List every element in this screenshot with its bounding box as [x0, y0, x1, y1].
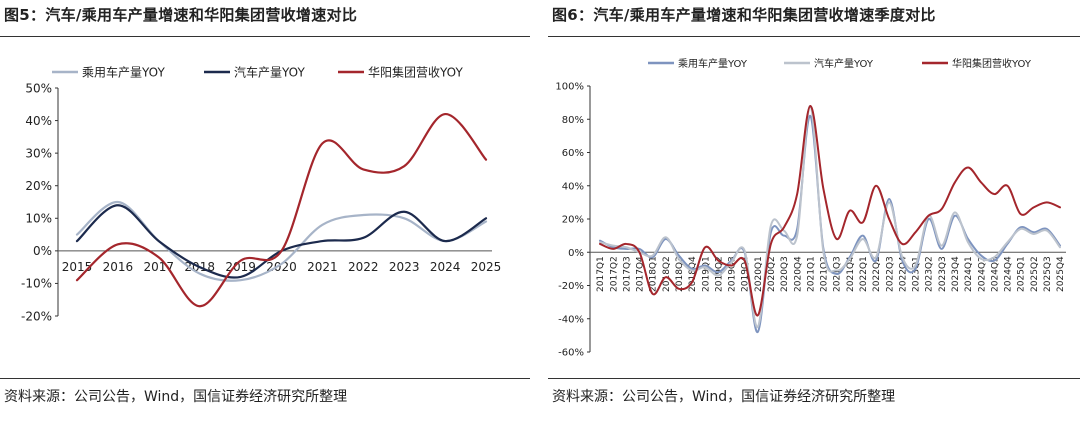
x-tick-label: 2023Q2 — [925, 256, 935, 292]
y-tick-label: 100% — [555, 82, 584, 93]
figure-5-bottom-rule — [0, 378, 530, 379]
y-tick-label: 20% — [25, 179, 52, 193]
legend-item-1: 乘用车产量YOY — [52, 65, 165, 80]
x-tick-label: 2018Q1 — [649, 256, 659, 292]
x-tick-label: 2023Q3 — [938, 256, 948, 292]
figure-6-panel: 图6：汽车/乘用车产量增速和华阳集团营收增速季度对比 100% 80% 60% 40%… — [548, 0, 1080, 422]
x-tick-label: 2024Q3 — [990, 256, 1000, 292]
x-tick-label: 2024Q1 — [964, 256, 974, 292]
y-tick-label: 0% — [568, 248, 584, 259]
y-tick-label: 80% — [562, 115, 584, 126]
x-tick-label: 2020Q4 — [793, 256, 803, 292]
y-tick-label: 30% — [25, 146, 52, 160]
y-tick-label: 40% — [25, 114, 52, 128]
x-tick-label: 2022 — [348, 260, 379, 274]
x-tick-label: 2024Q2 — [977, 256, 987, 292]
figure-5-title: 图5：汽车/乘用车产量增速和华阳集团营收增速对比 — [4, 6, 358, 24]
x-tick-label: 2020Q1 — [754, 256, 764, 292]
y-tick-label: 10% — [25, 212, 52, 226]
x-tick-label: 2021Q1 — [806, 256, 816, 292]
x-tick-label: 2017 — [144, 260, 175, 274]
x-tick-label: 2019Q4 — [741, 256, 751, 292]
figure-5-panel: 图5：汽车/乘用车产量增速和华阳集团营收增速对比 50% 40% 30% 20% 10%… — [0, 0, 530, 422]
x-tick-label: 2024Q4 — [1004, 256, 1014, 292]
x-tick-label: 2024 — [430, 260, 461, 274]
series-line-3 — [599, 104, 1061, 317]
series-line-3 — [75, 112, 488, 308]
legend-label: 乘用车产量YOY — [82, 65, 165, 80]
y-tick-label: 20% — [562, 215, 584, 226]
legend-item-2: 汽车产量YOY — [204, 65, 305, 80]
x-tick-label: 2018Q3 — [675, 256, 685, 292]
legend-item-3: 华阳集团营收YOY — [922, 57, 1032, 70]
y-tick-label: -20% — [558, 281, 584, 292]
legend-label: 华阳集团营收YOY — [952, 57, 1032, 70]
x-tick-label: 2025Q2 — [1030, 256, 1040, 292]
y-tick-label: -20% — [21, 309, 52, 323]
y-tick-label: -10% — [21, 277, 52, 291]
x-tick-label: 2017Q4 — [636, 256, 646, 292]
figure-6-top-rule — [548, 36, 1080, 37]
y-tick-label: 0% — [33, 244, 52, 258]
figure-5-source: 资料来源：公司公告，Wind，国信证券经济研究所整理 — [4, 389, 348, 405]
x-tick-label: 2021 — [307, 260, 338, 274]
x-tick-label: 2020Q2 — [767, 256, 777, 292]
x-tick-label: 2021Q4 — [846, 256, 856, 292]
x-tick-label: 2023Q1 — [912, 256, 922, 292]
figure-5-chart: 50% 40% 30% 20% 10% 0% -10% -20% 2015 2016 2017 201… — [21, 65, 502, 324]
figure-6-bottom-rule — [548, 378, 1080, 379]
y-tick-label: -60% — [558, 348, 584, 359]
legend-item-2: 汽车产量YOY — [784, 57, 874, 70]
x-tick-label: 2021Q2 — [820, 256, 830, 292]
legend-label: 华阳集团营收YOY — [368, 65, 463, 80]
legend-item-1: 乘用车产量YOY — [648, 57, 748, 70]
x-tick-label: 2015 — [62, 260, 93, 274]
x-tick-label: 2018Q4 — [688, 256, 698, 292]
x-tick-label: 2018Q2 — [662, 256, 672, 292]
x-tick-label: 2019Q1 — [701, 256, 711, 292]
legend-item-3: 华阳集团营收YOY — [338, 65, 463, 80]
x-tick-label: 2025 — [471, 260, 502, 274]
x-tick-label: 2016 — [103, 260, 134, 274]
x-tick-label: 2017Q2 — [609, 256, 619, 292]
y-tick-label: 50% — [25, 81, 52, 95]
x-tick-label: 2025Q1 — [1017, 256, 1027, 292]
x-tick-label: 2020Q3 — [780, 256, 790, 292]
x-tick-label: 2019Q3 — [728, 256, 738, 292]
x-tick-label: 2020 — [266, 260, 297, 274]
series-line-2 — [599, 104, 1061, 329]
figure-5-top-rule — [0, 36, 530, 37]
y-tick-label: 40% — [562, 181, 584, 192]
x-tick-label: 2022Q2 — [872, 256, 882, 292]
figure-6-chart: 100%80%60%40%20%0%-20%-40%-60%2017Q1 2017… — [555, 57, 1066, 359]
x-tick-label: 2022Q3 — [885, 256, 895, 292]
x-tick-label: 2019 — [225, 260, 256, 274]
y-tick-label: 60% — [562, 148, 584, 159]
figure-6-title: 图6：汽车/乘用车产量增速和华阳集团营收增速季度对比 — [552, 6, 936, 24]
legend-label: 汽车产量YOY — [814, 57, 874, 70]
x-tick-label: 2022Q1 — [859, 256, 869, 292]
x-tick-label: 2025Q4 — [1056, 256, 1066, 292]
x-tick-label: 2017Q1 — [596, 256, 606, 292]
x-tick-label: 2023Q4 — [951, 256, 961, 292]
figure-6-source: 资料来源：公司公告，Wind，国信证券经济研究所整理 — [552, 389, 896, 405]
x-tick-label: 2023 — [389, 260, 420, 274]
legend-label: 乘用车产量YOY — [678, 57, 748, 70]
x-tick-label: 2017Q3 — [622, 256, 632, 292]
x-tick-label: 2025Q3 — [1043, 256, 1053, 292]
x-tick-label: 2022Q4 — [898, 256, 908, 292]
y-tick-label: -40% — [558, 314, 584, 325]
legend-label: 汽车产量YOY — [234, 65, 305, 80]
